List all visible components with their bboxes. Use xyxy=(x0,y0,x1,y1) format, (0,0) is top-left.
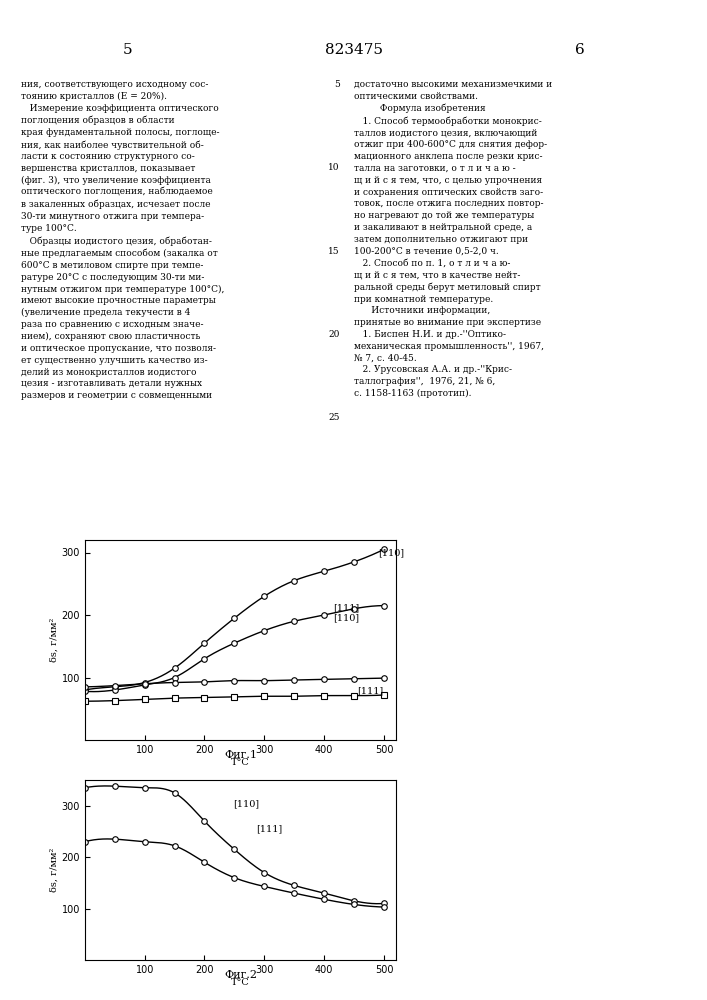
Text: [110]: [110] xyxy=(233,800,259,809)
Text: 823475: 823475 xyxy=(325,43,382,57)
Y-axis label: δs, г/мм²: δs, г/мм² xyxy=(49,848,59,892)
Text: Фиг.2: Фиг.2 xyxy=(224,970,257,980)
X-axis label: T°C: T°C xyxy=(231,978,250,987)
Text: [110]: [110] xyxy=(333,613,359,622)
Text: 25: 25 xyxy=(329,413,340,422)
Text: [111]: [111] xyxy=(333,603,359,612)
Text: Фиг.1: Фиг.1 xyxy=(224,750,257,760)
Text: [111]: [111] xyxy=(357,687,383,696)
Text: [111]: [111] xyxy=(257,824,283,833)
Text: 6: 6 xyxy=(575,43,585,57)
Text: 20: 20 xyxy=(329,330,340,339)
X-axis label: T°C: T°C xyxy=(231,758,250,767)
Y-axis label: δs, г/мм²: δs, г/мм² xyxy=(49,618,59,662)
Text: достаточно высокими механизмечкими и
оптическими свойствами.
         Формула из: достаточно высокими механизмечкими и опт… xyxy=(354,80,551,398)
Text: ния, соответствующего исходному сос-
тоянию кристаллов (Е = 20%).
   Измерение к: ния, соответствующего исходному сос- тоя… xyxy=(21,80,224,400)
Text: 15: 15 xyxy=(328,246,340,255)
Text: 5: 5 xyxy=(122,43,132,57)
Text: 5: 5 xyxy=(334,80,340,89)
Text: 10: 10 xyxy=(329,163,340,172)
Text: [110]: [110] xyxy=(378,549,404,558)
